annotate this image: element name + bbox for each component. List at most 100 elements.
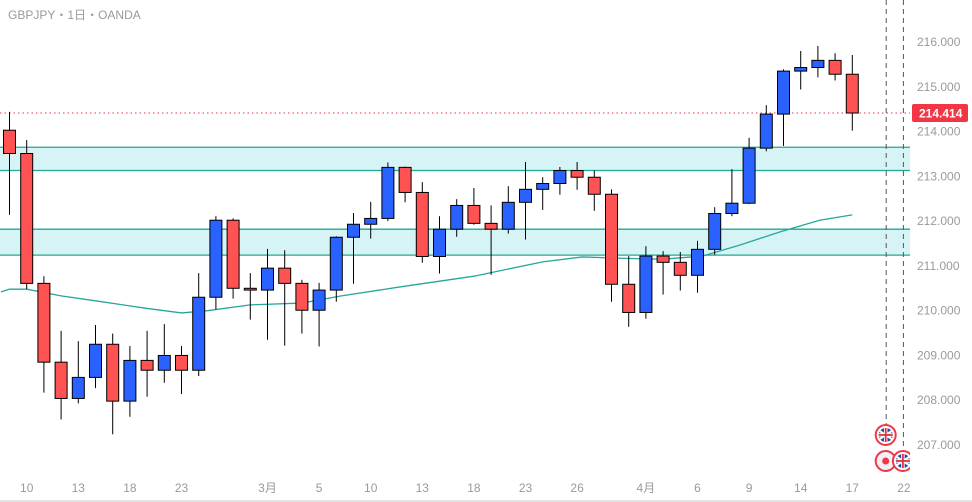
candle-body — [794, 67, 808, 72]
candle-body — [398, 166, 412, 193]
candle-body — [605, 193, 618, 285]
x-tick-label: 14 — [794, 481, 808, 495]
candle-body — [381, 166, 395, 219]
candle-bearish — [656, 251, 670, 295]
candle-body — [89, 343, 102, 378]
candle-body — [536, 183, 550, 190]
candle-body — [175, 354, 188, 371]
candle-body — [519, 188, 532, 203]
candle-bullish — [433, 216, 446, 274]
candle-body — [209, 219, 223, 298]
y-tick-label: 213.000 — [917, 169, 961, 183]
uk-flag-event-icon[interactable] — [891, 450, 914, 472]
x-tick-label: 17 — [846, 481, 860, 495]
candle-bullish — [759, 105, 773, 152]
candle-body — [450, 204, 464, 230]
candle-bearish — [20, 140, 34, 290]
candle-body — [845, 73, 859, 114]
candle-body — [553, 170, 567, 185]
y-tick-label: 216.000 — [917, 35, 961, 49]
x-tick-label: 23 — [175, 481, 189, 495]
support-resistance-zone — [0, 146, 910, 172]
candle-body — [828, 59, 842, 75]
candle-bullish — [312, 282, 326, 347]
last-price-label: 214.414 — [919, 107, 963, 121]
symbol: GBPJPY — [8, 8, 56, 22]
candle-bullish — [89, 325, 102, 389]
candle-body — [261, 267, 274, 291]
candle-bearish — [295, 279, 309, 334]
candle-bearish — [3, 111, 16, 215]
x-tick-label: 13 — [72, 481, 86, 495]
candle-body — [226, 219, 240, 289]
candle-bearish — [587, 170, 601, 211]
candle-bullish — [329, 236, 343, 302]
candle-bearish — [175, 346, 188, 394]
x-tick-label: 5 — [316, 481, 323, 495]
candle-body — [415, 191, 429, 257]
x-tick-label: 10 — [364, 481, 378, 495]
candle-body — [433, 228, 446, 257]
candle-body — [656, 255, 670, 263]
candle-body — [347, 223, 360, 238]
y-tick-label: 214.000 — [917, 125, 961, 139]
candle-bullish — [777, 69, 790, 146]
y-tick-label: 215.000 — [917, 80, 961, 94]
x-tick-label: 3月 — [258, 481, 277, 495]
candle-bullish — [742, 137, 756, 205]
candle-bullish — [708, 207, 722, 255]
zone-fill — [0, 147, 910, 171]
candle-bullish — [691, 240, 704, 293]
candle-body — [3, 129, 16, 155]
x-tick-label: 18 — [123, 481, 137, 495]
event-dot — [882, 457, 890, 465]
uk-flag-event-icon[interactable] — [874, 424, 897, 446]
event-dot-icon[interactable] — [874, 450, 897, 472]
candle-bullish — [71, 341, 85, 404]
y-tick-label: 210.000 — [917, 304, 961, 318]
candle-body — [295, 282, 309, 311]
candle-body — [570, 170, 584, 178]
candle-bearish — [828, 53, 842, 81]
candle-bullish — [261, 248, 274, 340]
candle-bearish — [622, 256, 636, 327]
y-tick-label: 211.000 — [917, 259, 960, 273]
candle-body — [759, 113, 773, 149]
candle-bullish — [381, 162, 395, 222]
candle-bearish — [140, 330, 154, 397]
chart-title: GBPJPY・1日・OANDA — [8, 8, 141, 22]
interval[interactable]: 1日 — [67, 8, 87, 22]
zone-fill — [0, 229, 910, 256]
candle-body — [691, 248, 704, 276]
candle-body — [777, 70, 790, 115]
candle-bearish — [54, 330, 68, 420]
candle-body — [123, 359, 137, 402]
support-resistance-zone — [0, 228, 910, 256]
candle-bullish — [519, 162, 532, 240]
candle-body — [467, 204, 481, 224]
source: OANDA — [98, 8, 141, 22]
candle-bullish — [501, 186, 515, 234]
x-tick-label: 4月 — [637, 481, 656, 495]
candle-body — [811, 59, 825, 69]
candle-bullish — [123, 346, 137, 417]
candle-body — [71, 376, 85, 399]
candle-body — [54, 361, 68, 399]
candle-bullish — [192, 273, 206, 377]
candle-body — [639, 255, 653, 313]
candle-bearish — [467, 187, 481, 225]
price-axis-background — [910, 0, 972, 502]
candle-body — [484, 222, 498, 230]
candle-body — [708, 213, 722, 250]
x-tick-label: 13 — [416, 481, 430, 495]
last-price-badge — [912, 104, 968, 123]
x-tick-label: 9 — [746, 481, 753, 495]
candle-bearish — [484, 205, 498, 275]
candle-body — [501, 201, 515, 230]
x-tick-label: 10 — [20, 481, 34, 495]
candle-body — [312, 289, 326, 311]
candle-bullish — [553, 166, 567, 195]
candle-bullish — [639, 246, 653, 319]
x-tick-label: 6 — [694, 481, 701, 495]
